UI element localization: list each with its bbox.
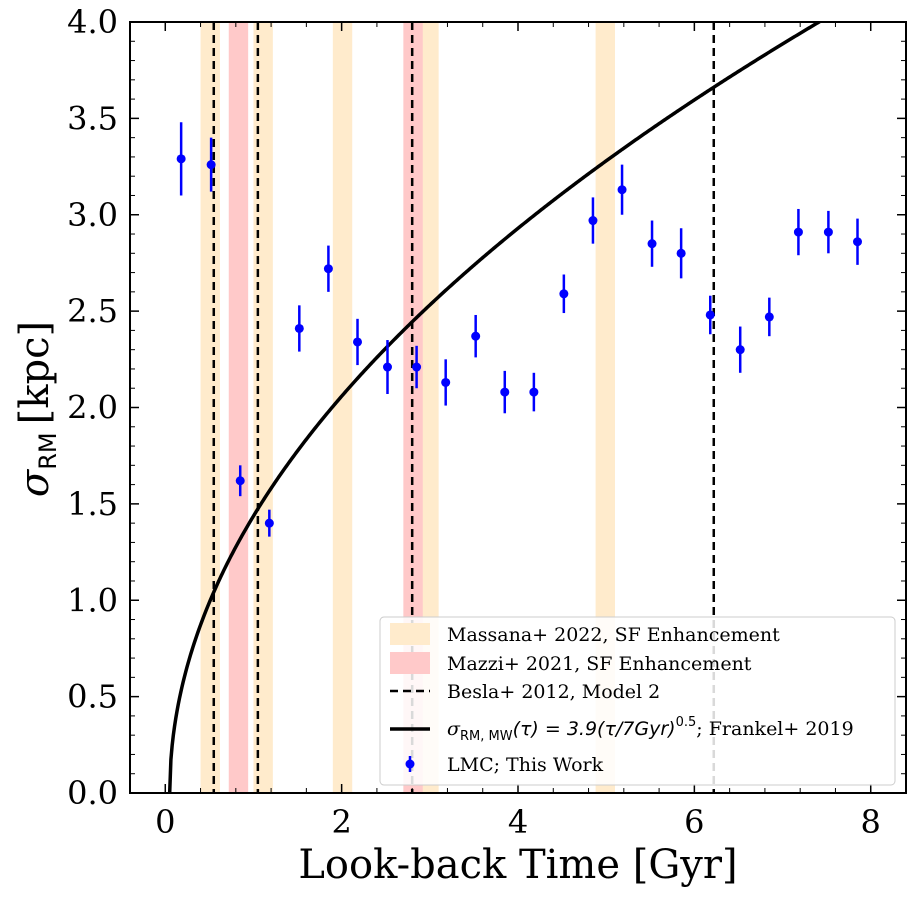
lmc-point-6 <box>353 337 363 347</box>
lmc-point-22 <box>823 227 833 237</box>
lmc-point-10 <box>471 331 481 341</box>
x-tick-label-3: 6 <box>684 803 704 841</box>
y-tick-label-3: 1.5 <box>67 485 118 523</box>
lmc-data-points <box>176 122 862 537</box>
lmc-point-12 <box>529 387 539 397</box>
lmc-point-20 <box>764 312 774 322</box>
y-axis-label-symbol: σ <box>12 468 58 497</box>
y-tick-label-1: 0.5 <box>67 678 118 716</box>
lmc-point-15 <box>617 185 627 195</box>
legend: Massana+ 2022, SF Enhancement Mazzi+ 202… <box>379 616 896 786</box>
lmc-point-21 <box>793 227 803 237</box>
sf-enhancement-bands <box>200 22 615 793</box>
legend-massana-label: Massana+ 2022, SF Enhancement <box>447 624 780 646</box>
lmc-point-5 <box>323 264 333 274</box>
lmc-point-2 <box>235 476 245 486</box>
lmc-point-13 <box>559 289 569 299</box>
mazzi-band-1 <box>403 22 423 793</box>
y-axis-label: σRM [kpc] <box>12 321 62 497</box>
lmc-point-14 <box>588 216 598 226</box>
lmc-point-4 <box>294 323 304 333</box>
y-tick-label-5: 2.5 <box>67 292 118 330</box>
legend-mazzi-label: Mazzi+ 2021, SF Enhancement <box>447 653 752 675</box>
lmc-point-18 <box>705 310 715 320</box>
lmc-point-0 <box>176 154 186 164</box>
massana-band-2 <box>332 22 353 793</box>
axis-tick-labels: 0 2 4 6 8 0.0 0.5 1.0 1.5 2.0 2.5 3.0 3.5 4.0 <box>67 3 881 841</box>
massana-band-4 <box>595 22 615 793</box>
y-tick-label-4: 2.0 <box>67 389 118 427</box>
y-tick-label-6: 3.0 <box>67 196 118 234</box>
lmc-point-7 <box>382 362 392 372</box>
x-axis-label: Look-back Time [Gyr] <box>298 842 737 888</box>
y-tick-label-7: 3.5 <box>67 99 118 137</box>
frankel-curve-group <box>167 22 823 793</box>
y-tick-label-0: 0.0 <box>67 774 118 812</box>
lmc-point-17 <box>676 248 686 258</box>
axis-ticks <box>130 21 906 794</box>
y-axis-label-subscript: RM <box>34 432 62 469</box>
legend-mazzi-swatch <box>390 652 430 674</box>
mazzi-band-0 <box>228 22 249 793</box>
lmc-point-9 <box>441 377 451 387</box>
legend-box <box>379 616 896 786</box>
lmc-point-3 <box>264 518 274 528</box>
y-tick-label-8: 4.0 <box>67 3 118 41</box>
x-tick-label-4: 8 <box>861 803 881 841</box>
massana-band-1 <box>253 22 273 793</box>
frankel-curve <box>167 22 823 793</box>
lmc-point-23 <box>853 237 862 247</box>
lmc-point-8 <box>412 362 422 372</box>
legend-massana-swatch <box>390 623 430 645</box>
lmc-point-11 <box>500 387 510 397</box>
x-tick-label-2: 4 <box>508 803 528 841</box>
legend-frankel-suffix: ; Frankel+ 2019 <box>696 718 853 740</box>
y-axis-label-unit: [kpc] <box>12 321 58 424</box>
legend-frankel-label: σRM, MW(τ) = 3.9(τ/7Gyr)0.5; Frankel+ 20… <box>447 715 854 744</box>
legend-lmc-marker <box>405 759 415 769</box>
legend-lmc-label: LMC; This Work <box>447 754 604 776</box>
legend-besla-label: Besla+ 2012, Model 2 <box>447 681 660 703</box>
y-tick-label-2: 1.0 <box>67 581 118 619</box>
massana-band-3 <box>419 22 439 793</box>
x-tick-label-1: 2 <box>331 803 351 841</box>
massana-band-0 <box>200 22 220 793</box>
legend-frankel-formula: (τ) = 3.9(τ/7Gyr) <box>513 718 676 740</box>
x-tick-label-0: 0 <box>155 803 175 841</box>
legend-frankel-sigma: σ <box>447 718 461 740</box>
lmc-point-16 <box>647 239 657 249</box>
legend-frankel-subscript: RM, MW <box>460 729 513 744</box>
legend-frankel-exponent: 0.5 <box>676 715 697 730</box>
lmc-point-19 <box>735 345 745 355</box>
lmc-point-1 <box>206 160 216 170</box>
